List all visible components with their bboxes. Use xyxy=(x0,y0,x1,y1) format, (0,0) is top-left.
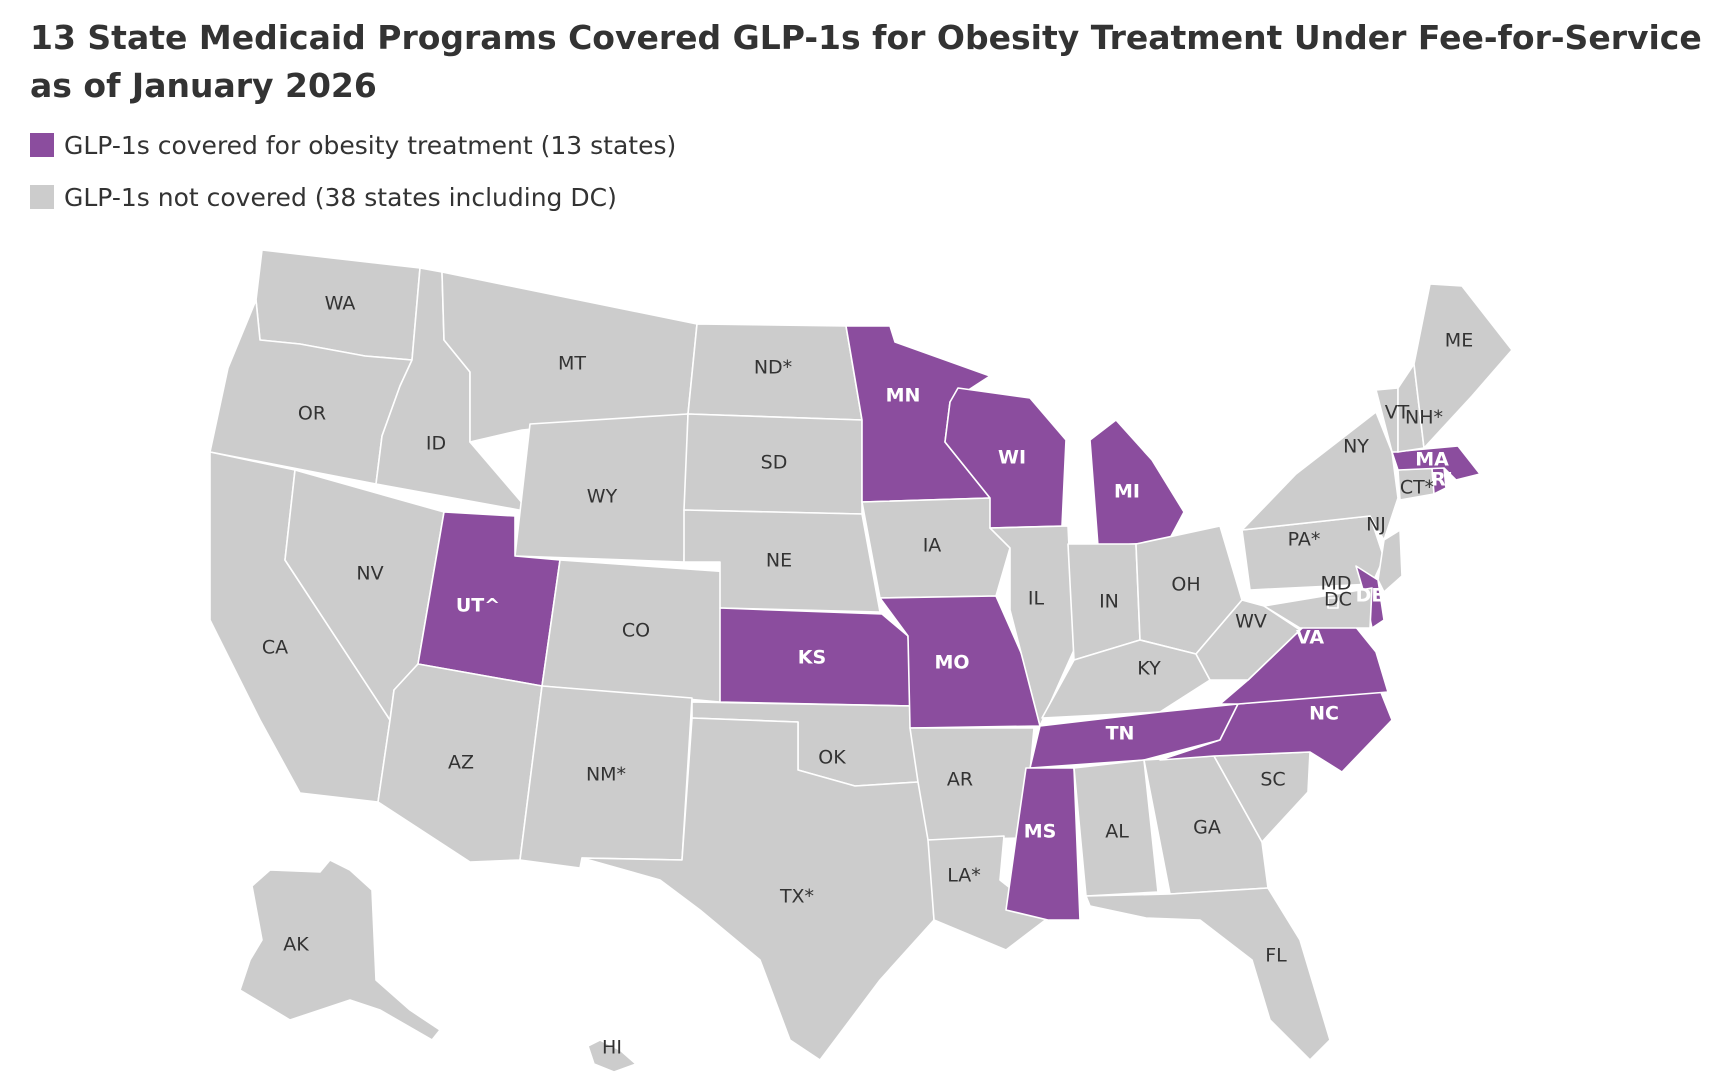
state-label-wy: WY xyxy=(587,486,618,508)
state-label-ri: RI xyxy=(1431,469,1453,491)
state-label-nh: NH* xyxy=(1405,407,1443,429)
state-label-az: AZ xyxy=(448,752,474,774)
state-label-mi: MI xyxy=(1114,481,1140,503)
state-label-de: DE xyxy=(1356,585,1385,607)
state-nj xyxy=(1377,529,1403,593)
state-label-co: CO xyxy=(622,620,650,642)
state-label-md: MD xyxy=(1320,573,1351,595)
state-fl xyxy=(1085,887,1331,1061)
state-label-fl: FL xyxy=(1265,945,1287,967)
state-label-vt: VT xyxy=(1385,402,1410,424)
state-me xyxy=(1413,283,1513,449)
legend-item-not-covered: GLP-1s not covered (38 states including … xyxy=(30,182,676,212)
state-label-or: OR xyxy=(298,403,326,425)
state-label-oh: OH xyxy=(1171,574,1200,596)
legend-label-covered: GLP-1s covered for obesity treatment (13… xyxy=(64,130,677,160)
state-label-ne: NE xyxy=(766,550,792,572)
state-label-tx: TX* xyxy=(779,886,814,908)
state-label-wv: WV xyxy=(1235,611,1267,633)
legend-swatch-not-covered xyxy=(30,185,54,209)
state-dc xyxy=(1327,597,1339,609)
legend: GLP-1s covered for obesity treatment (13… xyxy=(30,130,676,234)
state-label-ma: MA xyxy=(1415,449,1449,471)
state-label-hi: HI xyxy=(602,1037,622,1059)
state-label-wi: WI xyxy=(998,447,1026,469)
legend-label-not-covered: GLP-1s not covered (38 states including … xyxy=(64,182,617,212)
state-label-sd: SD xyxy=(761,452,788,474)
state-label-pa: PA* xyxy=(1288,529,1321,551)
state-label-in: IN xyxy=(1099,591,1119,613)
state-label-ok: OK xyxy=(818,747,846,769)
state-ia xyxy=(861,497,1011,599)
state-tx xyxy=(581,717,935,1061)
state-label-ga: GA xyxy=(1193,817,1221,839)
state-label-ar: AR xyxy=(947,769,973,791)
state-label-al: AL xyxy=(1105,821,1129,843)
state-label-ms: MS xyxy=(1024,821,1057,843)
legend-item-covered: GLP-1s covered for obesity treatment (13… xyxy=(30,130,676,160)
state-label-ca: CA xyxy=(262,637,288,659)
state-label-il: IL xyxy=(1028,588,1045,610)
state-ak xyxy=(239,859,441,1041)
state-label-ia: IA xyxy=(923,535,942,557)
state-hi xyxy=(587,1039,637,1073)
state-label-ut: UT^ xyxy=(456,595,500,617)
state-label-ky: KY xyxy=(1137,658,1161,680)
state-label-sc: SC xyxy=(1260,769,1285,791)
state-label-ny: NY xyxy=(1343,436,1369,458)
state-label-ct: CT* xyxy=(1400,477,1434,499)
state-al xyxy=(1073,759,1159,897)
state-label-nc: NC xyxy=(1309,703,1339,725)
state-nc xyxy=(1159,689,1393,773)
state-md xyxy=(1263,587,1373,629)
state-label-me: ME xyxy=(1445,330,1473,352)
state-label-ks: KS xyxy=(798,647,826,669)
state-label-nm: NM* xyxy=(586,764,626,786)
legend-swatch-covered xyxy=(30,133,54,157)
state-label-nv: NV xyxy=(356,563,383,585)
state-label-id: ID xyxy=(426,433,446,455)
state-label-wa: WA xyxy=(325,293,356,315)
state-label-va: VA xyxy=(1296,627,1324,649)
state-label-ak: AK xyxy=(283,934,309,956)
state-label-mo: MO xyxy=(934,652,969,674)
state-label-mn: MN xyxy=(886,385,921,407)
state-ma xyxy=(1391,445,1481,481)
state-label-dc: DC xyxy=(1324,589,1352,611)
state-label-nd: ND* xyxy=(754,357,792,379)
state-label-nj: NJ xyxy=(1366,514,1386,536)
state-label-tn: TN xyxy=(1106,723,1135,745)
state-label-la: LA* xyxy=(947,865,981,887)
state-label-mt: MT xyxy=(558,353,586,375)
chart-title: 13 State Medicaid Programs Covered GLP-1… xyxy=(30,18,1702,105)
state-ny xyxy=(1241,411,1399,541)
